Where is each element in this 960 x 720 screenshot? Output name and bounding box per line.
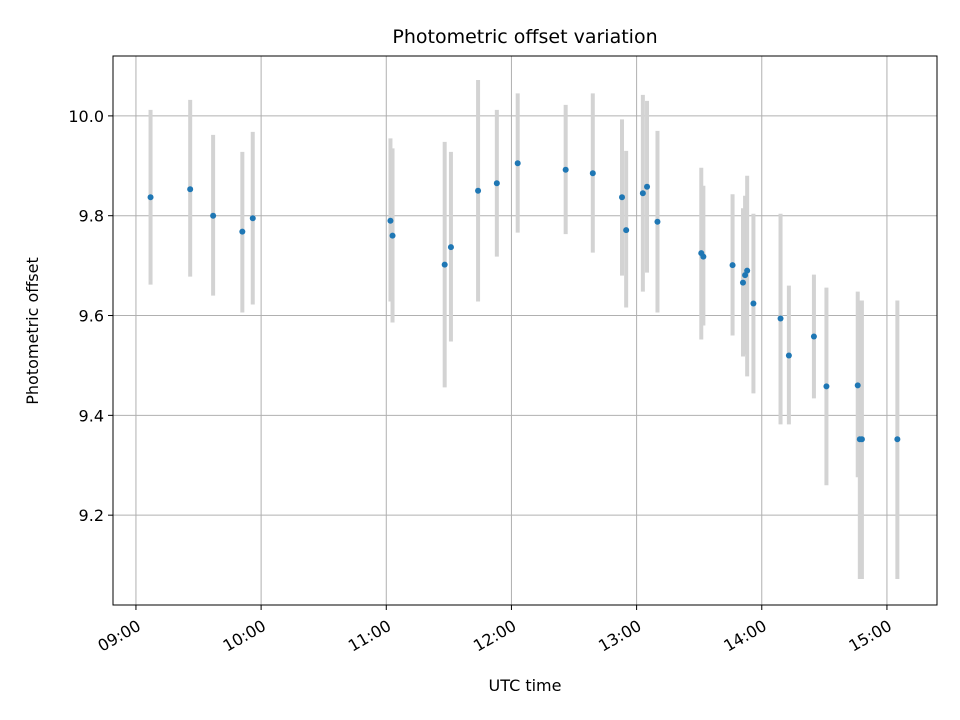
data-point [147, 194, 154, 201]
data-point [639, 190, 646, 197]
data-point [644, 183, 651, 190]
grid [113, 56, 937, 605]
data-point [493, 180, 500, 187]
data-point [389, 232, 396, 239]
data-point [777, 315, 784, 322]
data-point [249, 215, 256, 222]
data-point [744, 267, 751, 274]
data-point [387, 217, 394, 224]
y-tick-label: 9.4 [79, 406, 104, 425]
data-point [858, 436, 865, 443]
x-axis-label: UTC time [489, 676, 562, 695]
data-point [562, 166, 569, 173]
data-point [823, 383, 830, 390]
y-tick-label: 9.6 [79, 307, 104, 326]
data-point [514, 160, 521, 167]
plot-frame [112, 55, 938, 606]
data-point [210, 212, 217, 219]
data-point [654, 218, 661, 225]
y-axis-label: Photometric offset [23, 257, 42, 405]
data-point [750, 300, 757, 307]
y-tick-label: 9.2 [79, 506, 104, 525]
data-point [623, 227, 630, 234]
chart-title: Photometric offset variation [392, 26, 657, 48]
y-tick-label: 10.0 [68, 107, 104, 126]
y-tick-label: 9.8 [79, 207, 104, 226]
data-point [854, 382, 861, 389]
data-point [894, 436, 901, 443]
data-point [589, 170, 596, 177]
data-point [187, 186, 194, 193]
data-point [441, 261, 448, 268]
data-point [239, 228, 246, 235]
data-points [147, 160, 901, 443]
data-point [475, 187, 482, 194]
data-point [785, 352, 792, 359]
y-axis: 9.2 9.4 9.6 9.8 10.0 [68, 107, 113, 525]
data-point [729, 262, 736, 269]
data-point [619, 194, 626, 201]
data-point [810, 333, 817, 340]
data-point [742, 272, 749, 279]
data-point [700, 253, 707, 260]
data-point [447, 244, 454, 251]
data-point [739, 279, 746, 286]
